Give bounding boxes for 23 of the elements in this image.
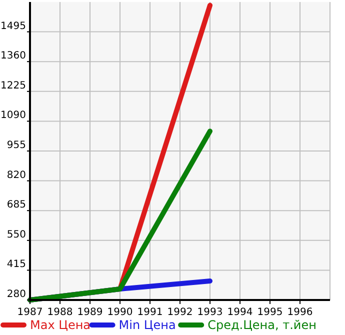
y-tick-label: 1225	[0, 80, 26, 92]
y-tick-label: 1090	[0, 110, 26, 122]
y-tick-label: 1495	[0, 20, 26, 32]
legend-label: Сред.Цена, т.йен	[208, 318, 316, 332]
x-tick-label: 1994	[227, 307, 253, 318]
x-tick-label: 1995	[257, 307, 283, 318]
legend-label: Min Цена	[118, 318, 176, 332]
y-tick-label: 415	[6, 259, 26, 270]
x-tick-label: 1987	[17, 307, 43, 318]
y-tick-label: 1360	[0, 50, 26, 62]
x-tick-label: 1988	[47, 307, 73, 318]
legend-label: Max Цена	[30, 318, 91, 332]
x-tick-label: 1992	[167, 307, 193, 318]
y-tick-label: 685	[6, 200, 26, 211]
y-tick-label: 550	[6, 229, 26, 240]
y-tick-label: 955	[6, 140, 26, 151]
x-tick-label: 1989	[77, 307, 103, 318]
x-tick-label: 1991	[137, 307, 163, 318]
x-tick-label: 1990	[107, 307, 133, 318]
x-tick-label: 1993	[197, 307, 223, 318]
y-tick-label: 280	[6, 289, 26, 300]
y-tick-label: 820	[6, 170, 26, 181]
x-tick-label: 1996	[287, 307, 313, 318]
